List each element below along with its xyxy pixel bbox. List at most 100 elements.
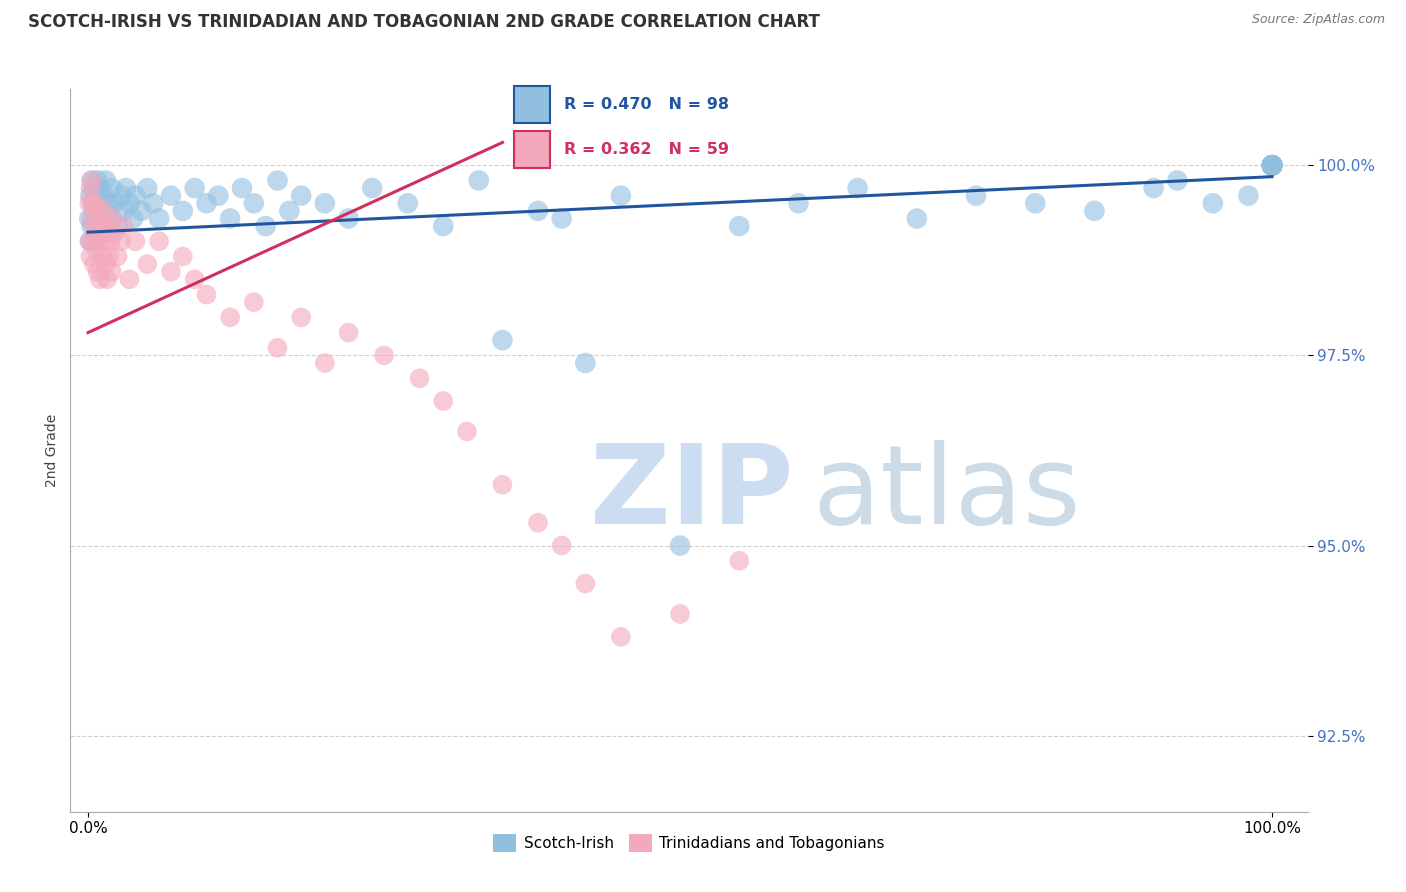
Point	[1261, 158, 1284, 172]
Point	[491, 477, 513, 491]
Point	[98, 250, 121, 264]
Point	[83, 219, 105, 233]
Point	[94, 257, 117, 271]
Point	[1261, 158, 1284, 172]
Point	[266, 341, 288, 355]
Point	[160, 188, 183, 202]
Point	[396, 196, 419, 211]
Point	[1261, 158, 1284, 172]
Point	[80, 173, 103, 187]
Point	[148, 211, 170, 226]
Point	[172, 203, 194, 218]
Text: Source: ZipAtlas.com: Source: ZipAtlas.com	[1251, 13, 1385, 27]
Point	[82, 196, 104, 211]
Point	[77, 211, 100, 226]
Point	[432, 219, 454, 233]
Point	[1261, 158, 1284, 172]
Point	[136, 257, 159, 271]
Point	[107, 250, 129, 264]
Point	[148, 235, 170, 249]
Point	[93, 203, 115, 218]
Point	[79, 181, 101, 195]
Point	[314, 196, 336, 211]
Text: SCOTCH-IRISH VS TRINIDADIAN AND TOBAGONIAN 2ND GRADE CORRELATION CHART: SCOTCH-IRISH VS TRINIDADIAN AND TOBAGONI…	[28, 13, 820, 31]
Point	[1202, 196, 1225, 211]
Point	[96, 203, 118, 218]
Point	[136, 181, 159, 195]
Point	[89, 203, 111, 218]
Point	[468, 173, 491, 187]
Point	[361, 181, 384, 195]
Point	[1261, 158, 1284, 172]
Point	[219, 310, 242, 325]
Point	[79, 250, 101, 264]
Point	[1261, 158, 1284, 172]
Point	[243, 196, 266, 211]
Point	[1261, 158, 1284, 172]
Point	[314, 356, 336, 370]
Point	[905, 211, 928, 226]
Point	[80, 219, 103, 233]
Point	[290, 188, 312, 202]
Text: R = 0.362   N = 59: R = 0.362 N = 59	[564, 142, 728, 157]
Point	[195, 287, 218, 301]
Point	[87, 235, 110, 249]
Point	[491, 333, 513, 347]
Point	[84, 227, 107, 241]
Point	[83, 257, 105, 271]
Point	[86, 188, 108, 202]
Point	[278, 203, 301, 218]
Point	[337, 211, 360, 226]
Point	[1261, 158, 1284, 172]
Point	[142, 196, 165, 211]
Point	[1261, 158, 1284, 172]
Point	[965, 188, 987, 202]
Point	[1261, 158, 1284, 172]
Point	[77, 196, 100, 211]
Point	[1261, 158, 1284, 172]
Point	[373, 348, 395, 362]
Point	[86, 265, 108, 279]
Point	[124, 188, 146, 202]
Point	[112, 203, 135, 218]
Point	[1237, 188, 1260, 202]
Point	[183, 181, 205, 195]
Legend: Scotch-Irish, Trinidadians and Tobagonians: Scotch-Irish, Trinidadians and Tobagonia…	[486, 828, 891, 858]
Point	[96, 272, 118, 286]
Point	[87, 219, 110, 233]
Point	[456, 425, 478, 439]
Point	[337, 326, 360, 340]
Point	[669, 539, 692, 553]
Point	[82, 235, 104, 249]
Point	[669, 607, 692, 621]
Point	[1261, 158, 1284, 172]
Point	[110, 235, 132, 249]
Point	[94, 173, 117, 187]
Point	[103, 196, 125, 211]
Point	[1261, 158, 1284, 172]
Point	[527, 203, 550, 218]
Point	[89, 211, 111, 226]
Point	[1166, 173, 1188, 187]
Point	[183, 272, 205, 286]
Point	[122, 211, 145, 226]
FancyBboxPatch shape	[515, 87, 550, 123]
Point	[207, 188, 229, 202]
Point	[86, 219, 108, 233]
Text: R = 0.470   N = 98: R = 0.470 N = 98	[564, 97, 728, 112]
Point	[86, 203, 108, 218]
Point	[243, 295, 266, 310]
FancyBboxPatch shape	[515, 131, 550, 168]
Point	[77, 235, 100, 249]
Point	[110, 188, 132, 202]
Point	[97, 219, 120, 233]
Point	[432, 394, 454, 409]
Point	[94, 211, 117, 226]
Point	[80, 173, 103, 187]
Point	[1261, 158, 1284, 172]
Point	[574, 356, 596, 370]
Point	[1024, 196, 1046, 211]
Point	[1261, 158, 1284, 172]
Point	[254, 219, 277, 233]
Point	[219, 211, 242, 226]
